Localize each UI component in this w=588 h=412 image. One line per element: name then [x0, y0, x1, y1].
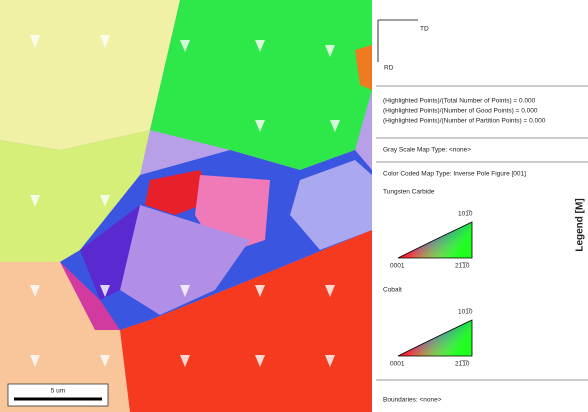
legend-panel: TD RD (Highlighted Points)/(Total Number…	[373, 0, 588, 412]
fraction-text: (Highlighted Points)/(Total Number of Po…	[383, 98, 536, 105]
scale-bar-label: 5 um	[51, 388, 65, 395]
pole-label: 0001	[390, 263, 405, 270]
orientation-map: 5 um	[0, 0, 372, 412]
pole-label: 101̅0	[458, 308, 473, 316]
fraction-text: (Highlighted Points)/(Number of Partitio…	[383, 118, 546, 125]
phase-name: Tungsten Carbide	[383, 189, 435, 196]
axis-label: RD	[384, 65, 394, 72]
side-label: Legend [M]	[575, 198, 586, 251]
phase-name: Cobalt	[383, 287, 402, 294]
ipf-triangle	[397, 319, 473, 357]
pole-label: 21̅1̅0	[455, 262, 470, 270]
fraction-text: (Highlighted Points)/(Number of Good Poi…	[383, 108, 538, 115]
color-map-text: Color Coded Map Type: Inverse Pole Figur…	[383, 171, 526, 178]
triangle-outline	[397, 319, 473, 357]
triangle-outline	[397, 221, 473, 259]
axis-label: TD	[420, 26, 429, 33]
pole-label: 101̅0	[458, 210, 473, 218]
ipf-triangle	[397, 221, 473, 259]
boundaries-text: Boundaries: <none>	[383, 397, 442, 404]
gray-scale-text: Gray Scale Map Type: <none>	[383, 147, 471, 154]
pole-label: 0001	[390, 361, 405, 368]
pole-label: 21̅1̅0	[455, 360, 470, 368]
